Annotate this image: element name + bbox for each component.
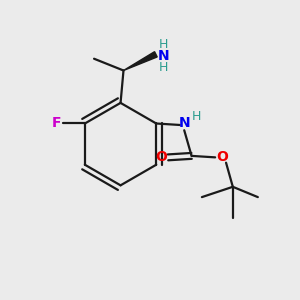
Text: F: F [52, 116, 62, 130]
Text: N: N [158, 49, 169, 63]
Text: H: H [159, 61, 168, 74]
Text: O: O [216, 150, 228, 164]
Text: O: O [155, 150, 167, 164]
Text: H: H [191, 110, 201, 123]
Text: H: H [159, 38, 168, 50]
Polygon shape [124, 52, 157, 70]
Text: N: N [178, 116, 190, 130]
